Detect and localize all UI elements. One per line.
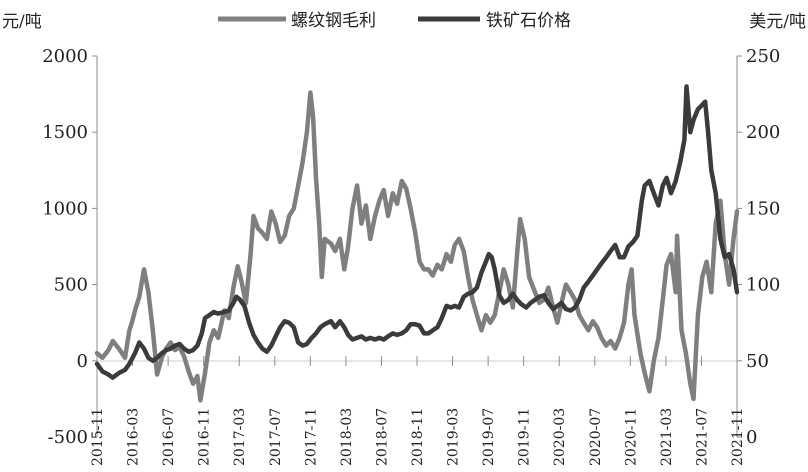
legend-label-iron-ore-price: 铁矿石价格 <box>486 11 571 31</box>
left-tick-label: 500 <box>54 275 88 296</box>
x-tick-label: 2019-07 <box>481 408 497 466</box>
x-tick-label: 2018-11 <box>410 408 426 466</box>
x-tick-label: 2019-03 <box>446 408 462 466</box>
left-tick-label: -500 <box>48 427 88 448</box>
x-tick-label: 2016-11 <box>197 408 213 466</box>
left-tick-label: 1500 <box>42 122 88 143</box>
x-tick-label: 2021-11 <box>730 408 746 466</box>
legend-label-rebar-margin: 螺纹钢毛利 <box>291 11 376 31</box>
x-tick-label: 2020-03 <box>552 408 568 466</box>
right-tick-label: 200 <box>746 122 780 143</box>
series-layer <box>94 84 740 403</box>
left-tick-label: 1000 <box>42 198 88 219</box>
right-tick-label: 150 <box>746 198 780 219</box>
right-tick-label: 0 <box>746 427 757 448</box>
x-tick-label: 2016-07 <box>161 408 177 466</box>
right-tick-label: 100 <box>746 275 780 296</box>
left-tick-label: 0 <box>77 351 88 372</box>
x-tick-label: 2015-11 <box>90 408 106 466</box>
legend: 螺纹钢毛利 铁矿石价格 <box>218 11 571 31</box>
x-tick-label: 2018-03 <box>339 408 355 466</box>
right-tick-label: 50 <box>746 351 769 372</box>
right-tick-label: 250 <box>746 46 780 67</box>
right-axis-ticks: 0 50 100 150 200 250 <box>737 46 780 448</box>
x-tick-label: 2020-07 <box>588 408 604 466</box>
x-tick-label: 2017-07 <box>268 408 284 466</box>
left-tick-label: 2000 <box>42 46 88 67</box>
right-axis-unit-label: 美元/吨 <box>749 12 806 32</box>
x-tick-label: 2021-03 <box>659 408 675 466</box>
series-line-iron-ore-price <box>94 84 740 380</box>
left-axis-ticks: -500 0 500 1000 1500 2000 <box>42 46 97 448</box>
x-tick-label: 2019-11 <box>517 408 533 466</box>
x-tick-label: 2017-03 <box>232 408 248 466</box>
x-axis-ticks: 2015-11 2016-03 2016-07 2016-11 2017-03 2017-… <box>90 356 746 466</box>
x-tick-label: 2021-07 <box>694 408 710 466</box>
x-tick-label: 2016-03 <box>126 408 142 466</box>
x-tick-label: 2018-07 <box>374 408 390 466</box>
x-tick-label: 2017-11 <box>303 408 319 466</box>
x-tick-label: 2020-11 <box>623 408 639 466</box>
left-axis-unit-label: 元/吨 <box>2 12 42 32</box>
series-line-rebar-margin <box>94 90 740 403</box>
